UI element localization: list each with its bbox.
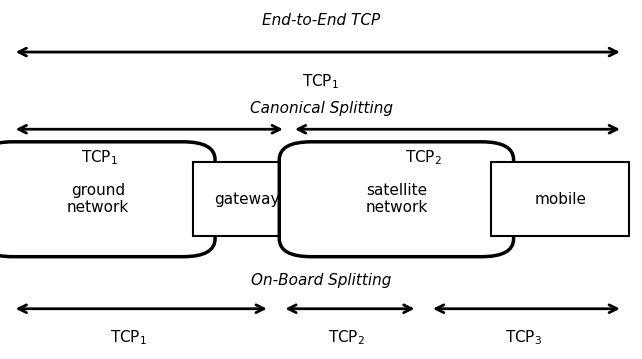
Text: End-to-End TCP: End-to-End TCP (262, 13, 380, 28)
FancyBboxPatch shape (491, 162, 629, 236)
Text: $\mathrm{TCP}_2$: $\mathrm{TCP}_2$ (328, 328, 365, 347)
FancyBboxPatch shape (193, 162, 302, 236)
Text: On-Board Splitting: On-Board Splitting (251, 273, 391, 288)
Text: $\mathrm{TCP}_1$: $\mathrm{TCP}_1$ (81, 148, 118, 167)
Text: mobile: mobile (534, 192, 586, 207)
FancyBboxPatch shape (0, 142, 215, 257)
Text: $\mathrm{TCP}_3$: $\mathrm{TCP}_3$ (505, 328, 542, 347)
FancyBboxPatch shape (279, 142, 514, 257)
Text: Canonical Splitting: Canonical Splitting (250, 101, 392, 116)
Text: gateway: gateway (214, 192, 280, 207)
Text: $\mathrm{TCP}_1$: $\mathrm{TCP}_1$ (302, 72, 340, 90)
Text: satellite
network: satellite network (365, 183, 428, 215)
Text: $\mathrm{TCP}_1$: $\mathrm{TCP}_1$ (110, 328, 147, 347)
Text: $\mathrm{TCP}_2$: $\mathrm{TCP}_2$ (405, 148, 442, 167)
Text: ground
network: ground network (67, 183, 129, 215)
